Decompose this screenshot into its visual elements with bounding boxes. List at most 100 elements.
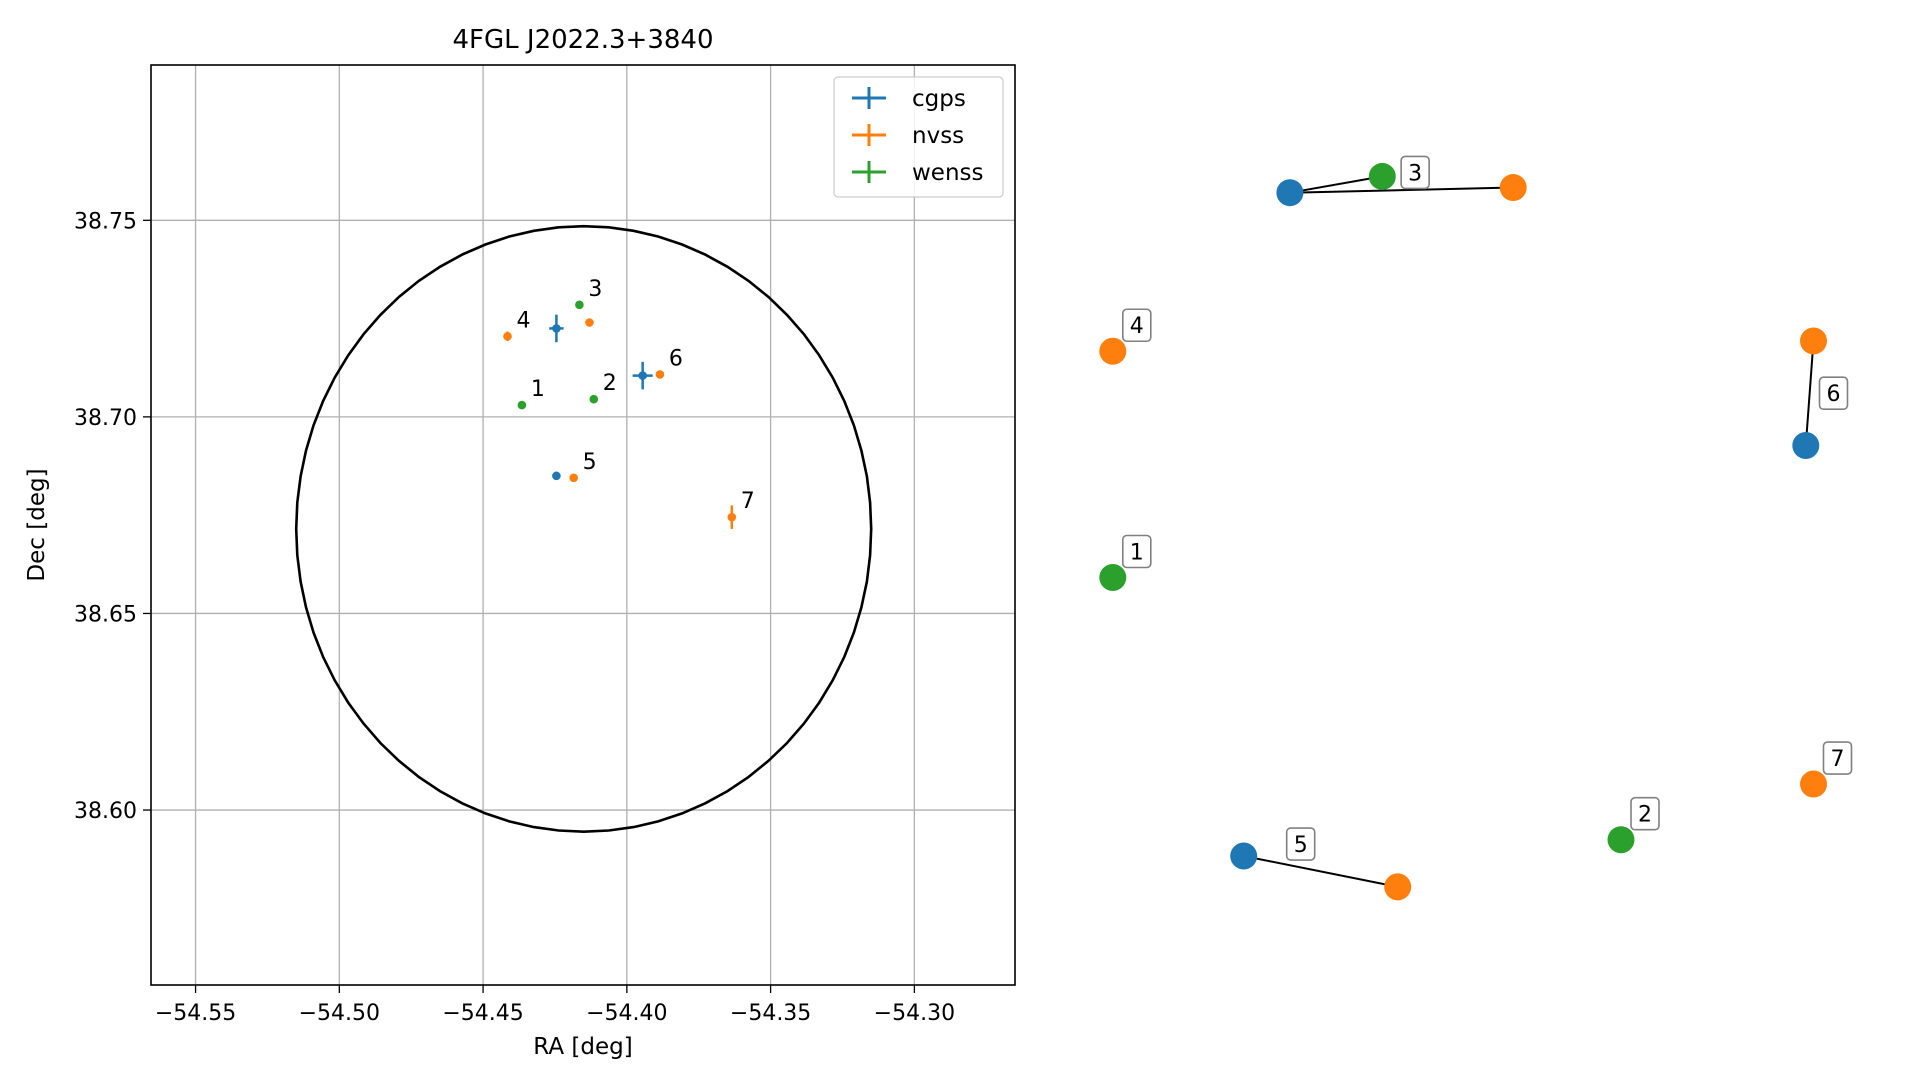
- legend-label-cgps: cgps: [912, 86, 966, 112]
- graph-edges: [1243, 175, 1815, 888]
- x-tick-label: −54.40: [586, 1001, 667, 1026]
- graph-node-wenss: [1099, 563, 1127, 591]
- point-label-2: 2: [603, 371, 617, 396]
- point-marker: [585, 318, 594, 327]
- point-marker: [589, 394, 599, 404]
- error-circle-layer: [294, 224, 873, 834]
- point-marker: [575, 300, 584, 310]
- x-tick-label: −54.45: [442, 1001, 523, 1026]
- cluster-label-box: [1122, 308, 1152, 343]
- data-point-nvss: [585, 318, 594, 327]
- point-label-4: 4: [517, 308, 531, 333]
- data-point-nvss: [727, 505, 737, 529]
- point-label-3: 3: [588, 277, 602, 302]
- cluster-label-text: 4: [1130, 314, 1144, 339]
- cluster-label-text: 5: [1294, 833, 1308, 858]
- cluster-label-text: 6: [1827, 382, 1841, 407]
- cluster-label-box: [1818, 376, 1849, 411]
- x-axis-ticks: −54.55 −54.50 −54.45 −54.40 −54.35 −54.30: [155, 985, 955, 1026]
- point-label-1: 1: [531, 377, 545, 402]
- cluster-label-box: [1400, 155, 1430, 190]
- graph-edge: [1289, 175, 1383, 194]
- cluster-label-text: 3: [1408, 161, 1422, 186]
- graph-node-wenss: [1607, 826, 1635, 854]
- point-label-7: 7: [741, 489, 755, 514]
- point-marker: [727, 512, 737, 522]
- point-annotations: 1 2 3 4 5 6 7: [517, 277, 755, 514]
- point-marker: [569, 473, 578, 483]
- cluster-label-3: 3: [1400, 155, 1430, 190]
- cluster-label-text: 1: [1130, 540, 1144, 565]
- graph-edge: [1804, 340, 1815, 446]
- graph-cluster-labels: 1 2 3 4 5 6 7: [1122, 155, 1853, 861]
- graph-node-nvss: [1099, 337, 1127, 365]
- cluster-label-text: 7: [1831, 747, 1845, 772]
- graph-node-cgps: [1792, 432, 1820, 460]
- point-label-6: 6: [669, 346, 683, 371]
- graph-node-nvss: [1499, 174, 1527, 202]
- data-point-nvss: [503, 331, 512, 341]
- cluster-label-text: 2: [1638, 803, 1652, 828]
- cluster-label-2: 2: [1630, 796, 1660, 831]
- match-graph-panel: 1 2 3 4 5 6 7: [1099, 155, 1853, 901]
- point-marker: [517, 400, 527, 410]
- cluster-label-7: 7: [1822, 741, 1853, 775]
- legend: cgps nvss wenss: [833, 76, 1004, 198]
- point-marker: [638, 371, 647, 380]
- graph-node-cgps: [1230, 842, 1258, 870]
- plot-frame: [150, 64, 1016, 986]
- x-tick-label: −54.30: [874, 1001, 955, 1026]
- cluster-label-box: [1122, 534, 1152, 569]
- grid: [151, 65, 1015, 985]
- x-axis-label: RA [deg]: [533, 1034, 632, 1060]
- data-points: [503, 300, 737, 529]
- data-point-cgps: [632, 361, 653, 390]
- legend-item-cgps: cgps: [852, 86, 966, 112]
- point-marker: [503, 331, 512, 341]
- data-point-cgps: [552, 471, 561, 481]
- legend-item-wenss: wenss: [852, 160, 984, 186]
- point-marker: [655, 370, 665, 379]
- legend-label-nvss: nvss: [912, 123, 964, 149]
- graph-edge: [1289, 186, 1514, 194]
- plot-title: 4FGL J2022.3+3840: [453, 25, 714, 55]
- legend-box: [833, 76, 1004, 198]
- y-axis-label: Dec [deg]: [24, 468, 50, 581]
- legend-item-nvss: nvss: [852, 123, 964, 149]
- legend-label-wenss: wenss: [912, 160, 984, 186]
- point-marker: [552, 471, 561, 481]
- graph-node-cgps: [1276, 179, 1304, 207]
- point-marker: [552, 324, 561, 333]
- graph-nodes: [1099, 162, 1827, 901]
- graph-node-nvss: [1384, 873, 1412, 901]
- cluster-label-box: [1285, 827, 1316, 861]
- cluster-label-4: 4: [1122, 308, 1152, 343]
- y-tick-label: 38.70: [74, 406, 137, 431]
- graph-edge: [1243, 855, 1398, 888]
- error-circle: [294, 224, 873, 834]
- y-tick-label: 38.75: [74, 209, 137, 234]
- data-point-cgps: [549, 314, 564, 343]
- data-point-wenss: [589, 394, 599, 404]
- graph-node-nvss: [1800, 327, 1827, 355]
- data-point-nvss: [655, 370, 665, 379]
- x-tick-label: −54.35: [730, 1001, 811, 1026]
- y-axis-ticks: 38.60 38.65 38.70 38.75: [74, 209, 151, 824]
- point-label-5: 5: [583, 450, 597, 475]
- graph-node-nvss: [1800, 770, 1827, 798]
- cluster-label-box: [1822, 741, 1853, 775]
- y-tick-label: 38.65: [74, 602, 137, 627]
- cluster-label-5: 5: [1285, 827, 1316, 861]
- data-point-wenss: [517, 400, 527, 410]
- x-tick-label: −54.50: [299, 1001, 380, 1026]
- cluster-label-1: 1: [1122, 534, 1152, 569]
- x-tick-label: −54.55: [155, 1001, 236, 1026]
- y-tick-label: 38.60: [74, 799, 137, 824]
- data-point-wenss: [575, 300, 584, 310]
- graph-node-wenss: [1368, 162, 1396, 190]
- cluster-label-box: [1630, 796, 1660, 831]
- data-point-nvss: [569, 473, 578, 483]
- cluster-label-6: 6: [1818, 376, 1849, 411]
